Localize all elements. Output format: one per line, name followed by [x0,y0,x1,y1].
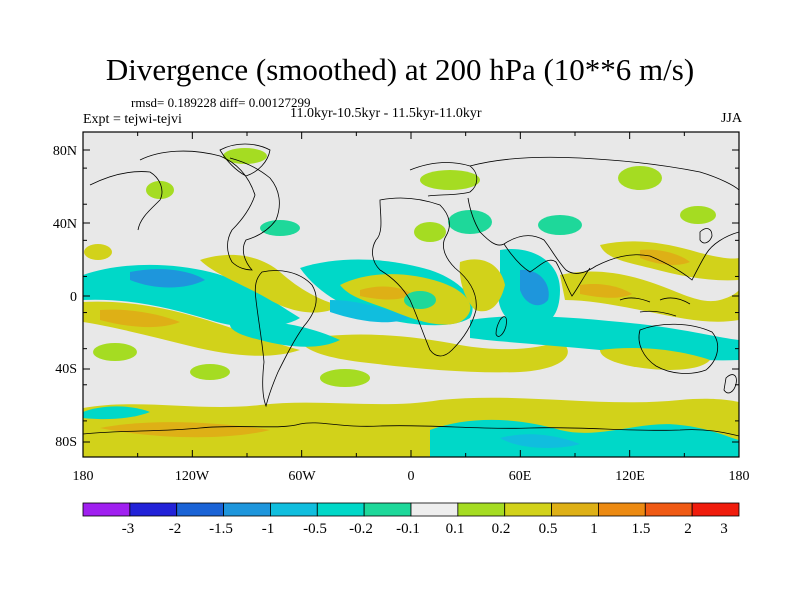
contour-south-pacific-positive [190,364,230,380]
colorbar-swatch [223,502,271,517]
y-tick-label: 40S [55,362,77,377]
contour-atlantic-positive [200,254,340,313]
contour-south-band-negative [430,419,739,457]
colorbar-label: 0.1 [446,521,465,537]
x-tick-label: 120W [175,469,210,484]
period-label: 11.0kyr-10.5kyr - 11.5kyr-11.0kyr [290,106,482,121]
season-label: JJA [720,111,742,126]
x-tick-label: 60E [509,469,532,484]
colorbar-label: -2 [169,521,182,537]
y-tick-label: 80N [53,144,77,159]
contour-africa-positive-core [360,286,412,300]
rmsd-diff-stats: rmsd= 0.189228 diff= 0.00127299 [131,95,311,110]
contour-maritime-positive-core [580,284,632,298]
coast-indonesia [619,297,691,317]
coast-eurasia [467,156,739,281]
contour-gulf-guinea-negative [404,291,436,309]
contour-pacific-negative-core [130,269,205,288]
colorbar-label: 1.5 [632,521,651,537]
contour-north-atlantic-negative [260,220,300,236]
x-tick-label: 60W [288,469,316,484]
coast-europe-north [409,162,478,197]
axis-ticks [82,131,740,458]
y-tick-label: 40N [53,217,77,232]
colorbar-label: 0.5 [539,521,558,537]
coast-madagascar [495,316,507,337]
y-axis-labels: 80N 40N 0 40S 80S [53,144,77,450]
colorbar-swatch [504,502,552,517]
contour-middle-east-positive [414,222,446,242]
contour-pacific-positive-core [100,309,180,328]
colorbar-label: -3 [122,521,135,537]
contour-west-pacific-positive [84,244,112,260]
contour-south-atlantic-negative [229,320,340,347]
y-tick-label: 80S [55,435,77,450]
colorbar-label: -0.2 [349,521,373,537]
colorbar-label: 0.2 [492,521,511,537]
contour-north-america-positive [146,181,174,199]
coast-arabia-india [503,243,591,297]
contour-south-band-negative-core [500,434,580,448]
contour-southern-indian-negative [470,316,739,361]
contour-south-america-positive [320,369,370,387]
x-tick-label: 180 [73,469,94,484]
contour-south-west-negative [83,406,150,420]
contour-indian-ocean-negative-core [520,269,549,306]
colorbar-labels: -3 -2 -1.5 -1 -0.5 -0.2 -0.1 0.1 0.2 0.5… [122,521,728,537]
colorbar-swatch [82,502,131,517]
coast-north-america [139,150,280,271]
colorbar-swatch [270,502,318,517]
x-tick-label: 120E [615,469,645,484]
colorbar-swatch [644,502,693,517]
colorbar-swatch [363,502,412,517]
coast-new-zealand [723,374,737,394]
divergence-contours [83,148,739,457]
colorbar-label: -0.1 [396,521,420,537]
colorbar-swatch [316,502,365,517]
contour-central-asia-negative [538,215,582,235]
colorbar-label: -1 [262,521,275,537]
coast-australia [638,323,719,374]
colorbar-label: -1.5 [209,521,233,537]
contour-asia-positive-core [640,249,690,265]
y-tick-label: 0 [70,290,77,305]
colorbar [82,502,740,517]
coast-alaska [89,171,163,231]
colorbar-swatch [551,502,599,517]
colorbar-swatch [410,502,459,517]
contour-north-pacific-positive [680,206,716,224]
coastlines [83,143,739,437]
coast-greenland [219,143,271,177]
colorbar-label: 3 [720,521,728,537]
colorbar-swatch [176,502,224,517]
x-axis-labels: 180 120W 60W 0 60E 120E 180 [73,469,750,484]
contour-southeast-pacific-positive [93,343,137,361]
contour-south-band-positive-core [100,422,270,438]
colorbar-label: 1 [590,521,598,537]
experiment-label: Expt = tejwi-tejvi [83,112,182,127]
contour-mediterranean-negative [448,210,492,234]
colorbar-label: 2 [684,521,692,537]
coast-south-america [254,270,317,408]
x-tick-label: 0 [408,469,415,484]
contour-siberia-positive [618,166,662,190]
contour-maritime-positive [560,271,739,322]
x-tick-label: 180 [729,469,750,484]
colorbar-swatch [129,502,178,517]
coast-antarctica [83,422,739,437]
coast-africa-europe [372,197,477,357]
contour-tropical-atlantic-negative-core [330,300,410,323]
contour-australia-positive [600,348,710,370]
plot-title: Divergence (smoothed) at 200 hPa (10**6 … [105,52,695,87]
colorbar-swatch [598,502,646,517]
colorbar-swatch [457,502,506,517]
contour-europe-positive [420,170,480,190]
coast-japan [699,228,713,244]
contour-east-africa-positive [459,259,505,312]
contour-greenland-positive [223,148,267,164]
colorbar-swatch [691,502,740,517]
colorbar-label: -0.5 [303,521,327,537]
